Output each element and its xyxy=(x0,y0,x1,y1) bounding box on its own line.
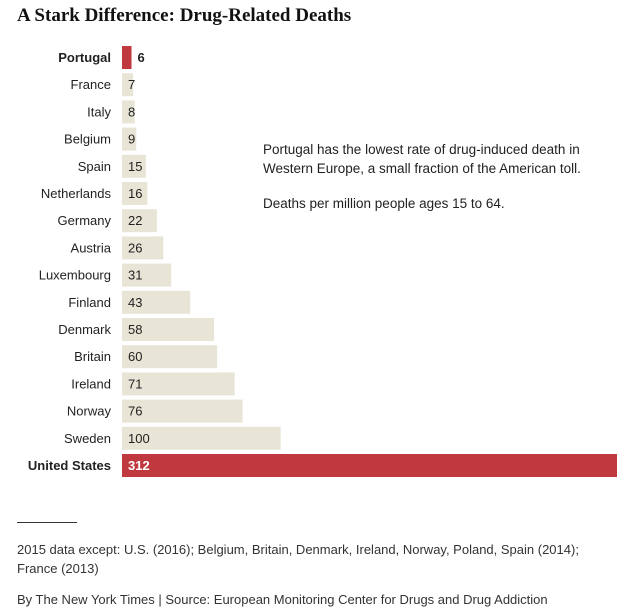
value-label-italy: 8 xyxy=(128,104,135,119)
bar-germany xyxy=(122,209,157,233)
bar-france xyxy=(122,73,134,97)
category-label-portugal: Portugal xyxy=(58,50,111,65)
bar-italy xyxy=(122,100,135,124)
chart-title: A Stark Difference: Drug-Related Deaths xyxy=(17,5,352,26)
value-label-belgium: 9 xyxy=(128,132,135,147)
chart-annotation: Portugal has the lowest rate of drug-ind… xyxy=(263,140,613,229)
category-label-belgium: Belgium xyxy=(64,132,111,147)
bar-portugal xyxy=(122,46,132,69)
value-label-portugal: 6 xyxy=(138,50,145,65)
category-label-austria: Austria xyxy=(71,240,112,255)
bar-norway xyxy=(122,399,243,423)
value-label-norway: 76 xyxy=(128,404,142,419)
value-label-united-states: 312 xyxy=(128,458,150,473)
category-label-denmark: Denmark xyxy=(58,322,111,337)
value-label-france: 7 xyxy=(128,77,135,92)
category-label-italy: Italy xyxy=(87,104,111,119)
annotation-text: Portugal has the lowest rate of drug-ind… xyxy=(263,142,581,176)
source-credit: By The New York Times | Source: European… xyxy=(17,592,548,607)
category-label-spain: Spain xyxy=(78,159,111,174)
bar-ireland xyxy=(122,372,235,396)
category-label-germany: Germany xyxy=(58,213,112,228)
bar-finland xyxy=(122,290,191,314)
category-label-united-states: United States xyxy=(28,458,111,473)
value-label-sweden: 100 xyxy=(128,431,150,446)
value-label-denmark: 58 xyxy=(128,322,142,337)
value-label-netherlands: 16 xyxy=(128,186,142,201)
unit-note: Deaths per million people ages 15 to 64. xyxy=(263,196,505,211)
category-label-luxembourg: Luxembourg xyxy=(39,268,111,283)
value-label-finland: 43 xyxy=(128,295,142,310)
footer-divider xyxy=(17,522,77,523)
category-label-france: France xyxy=(71,77,111,92)
bar-denmark xyxy=(122,318,215,341)
bar-spain xyxy=(122,154,146,178)
value-label-spain: 15 xyxy=(128,159,142,174)
bar-chart: Portugal 6 France 7 Italy 8 Belgium 9 Spain 15 Net… xyxy=(28,46,617,477)
value-label-austria: 26 xyxy=(128,240,142,255)
value-label-luxembourg: 31 xyxy=(128,268,142,283)
bar-belgium xyxy=(122,127,137,151)
bar-netherlands xyxy=(122,182,148,205)
value-label-germany: 22 xyxy=(128,213,142,228)
bar-sweden xyxy=(122,426,281,450)
data-note: 2015 data except: U.S. (2016); Belgium, … xyxy=(17,542,579,576)
category-label-sweden: Sweden xyxy=(64,431,111,446)
category-label-netherlands: Netherlands xyxy=(41,186,112,201)
value-label-britain: 60 xyxy=(128,349,142,364)
bar-united-states xyxy=(122,454,617,477)
category-label-norway: Norway xyxy=(67,404,112,419)
category-label-ireland: Ireland xyxy=(71,376,111,391)
category-label-finland: Finland xyxy=(68,295,111,310)
bar-luxembourg xyxy=(122,263,172,287)
bar-austria xyxy=(122,236,164,260)
category-label-britain: Britain xyxy=(74,349,111,364)
value-label-ireland: 71 xyxy=(128,376,142,391)
bar-britain xyxy=(122,345,218,369)
